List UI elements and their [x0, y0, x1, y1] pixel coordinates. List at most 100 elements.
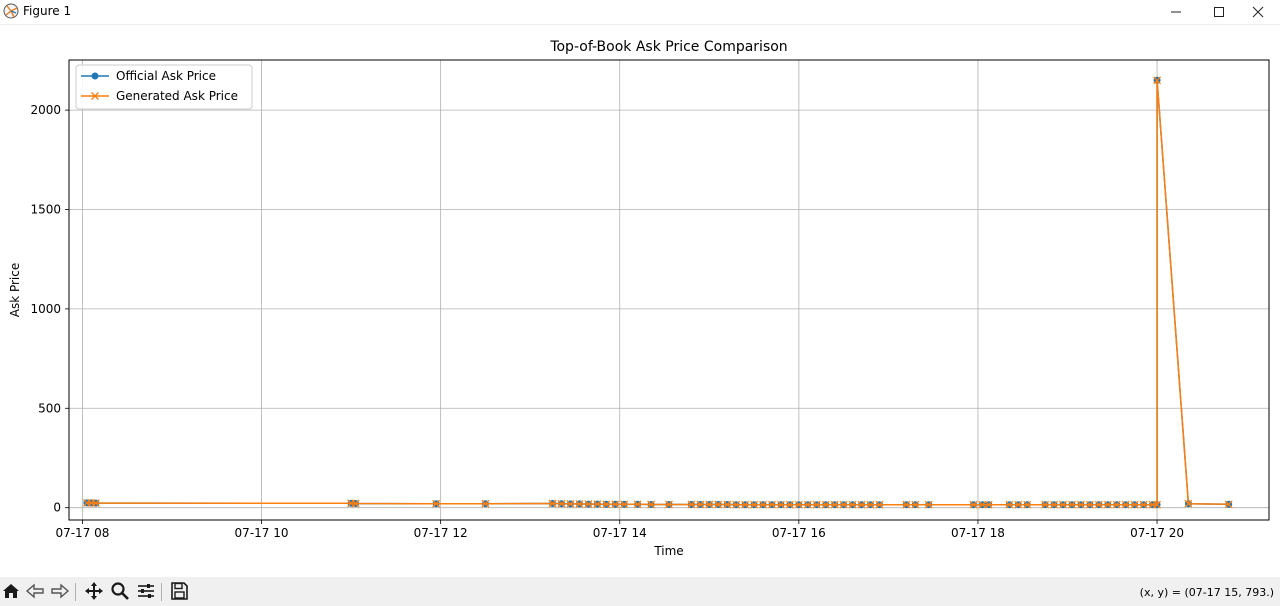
data-point	[785, 500, 794, 509]
data-point	[1112, 500, 1121, 509]
data-point	[759, 500, 767, 509]
minimize-icon	[1170, 6, 1182, 18]
forward-button[interactable]	[49, 582, 71, 604]
maximize-button[interactable]	[1197, 0, 1241, 24]
data-point	[620, 500, 629, 509]
data-point	[1153, 500, 1162, 509]
home-icon	[1, 581, 21, 605]
pan-button[interactable]	[83, 582, 105, 604]
data-point	[575, 499, 584, 508]
data-point	[665, 500, 673, 509]
x-tick-label: 07-17 16	[772, 526, 826, 540]
x-tick-label: 07-17 12	[414, 526, 468, 540]
y-tick-label: 0	[53, 501, 61, 515]
data-point	[812, 500, 821, 509]
data-point	[1050, 500, 1059, 509]
data-point	[1059, 500, 1067, 509]
data-point	[875, 500, 884, 509]
save-button[interactable]	[168, 582, 190, 604]
data-point	[593, 500, 602, 509]
close-button[interactable]	[1236, 0, 1280, 24]
data-point	[696, 500, 705, 509]
window-title: Figure 1	[23, 4, 72, 18]
data-point	[1068, 500, 1076, 509]
maximize-icon	[1213, 6, 1225, 18]
data-point	[432, 499, 441, 508]
data-point	[741, 500, 750, 509]
data-point	[705, 500, 714, 509]
data-point	[732, 500, 741, 509]
data-point	[821, 500, 830, 509]
toolbar-separator	[75, 583, 76, 601]
data-point	[924, 500, 933, 509]
zoom-magnifier-icon	[110, 581, 130, 605]
configure-subplots-button[interactable]	[135, 582, 157, 604]
home-button[interactable]	[0, 582, 22, 604]
data-point	[91, 499, 100, 508]
data-point	[776, 500, 785, 509]
data-point	[1121, 500, 1130, 509]
axis-ticks: 07-17 08 07-17 10 07-17 12 07-17 14 07-17 16…	[30, 103, 1184, 540]
data-point	[602, 500, 611, 509]
data-point	[714, 500, 723, 509]
data-point	[1085, 500, 1094, 509]
data-point	[839, 500, 848, 509]
chart-title: Top-of-Book Ask Price Comparison	[549, 39, 787, 55]
line-chart: 07-17 08 07-17 10 07-17 12 07-17 14 07-17 16…	[8, 39, 1270, 558]
close-icon	[1252, 6, 1264, 18]
grid-lines	[69, 60, 1269, 520]
forward-arrow-icon	[50, 581, 70, 605]
data-point	[1139, 500, 1148, 509]
y-tick-label: 1000	[30, 302, 61, 316]
x-tick-label: 07-17 10	[235, 526, 289, 540]
data-point	[911, 500, 920, 509]
data-point	[866, 500, 875, 509]
toolbar-separator	[161, 583, 162, 601]
axes-frame	[68, 59, 1270, 521]
y-tick-label: 1500	[30, 202, 61, 216]
data-point	[750, 500, 759, 509]
minimize-button[interactable]	[1154, 0, 1198, 24]
data-point	[902, 500, 911, 509]
series-layer	[82, 76, 1233, 509]
back-arrow-icon	[25, 581, 45, 605]
data-point	[969, 500, 978, 509]
data-point	[857, 500, 866, 509]
data-point	[481, 499, 490, 508]
x-tick-label: 07-17 14	[593, 526, 647, 540]
legend-label: Official Ask Price	[116, 69, 216, 83]
x-tick-label: 07-17 08	[55, 526, 109, 540]
data-point	[557, 499, 566, 508]
data-point	[566, 499, 575, 508]
navigation-toolbar: (x, y) = (07-17 15, 793.)	[0, 577, 1280, 606]
matplotlib-icon	[3, 3, 19, 19]
data-point	[1014, 500, 1023, 509]
figure-canvas[interactable]: 07-17 08 07-17 10 07-17 12 07-17 14 07-17 16…	[0, 25, 1280, 577]
data-point	[1184, 499, 1193, 508]
data-point	[1041, 500, 1050, 509]
data-point	[687, 500, 696, 509]
data-point	[1224, 500, 1233, 509]
legend: Official Ask Price Generated Ask Price	[75, 64, 253, 110]
series-line	[86, 80, 1229, 506]
x-tick-label: 07-17 18	[951, 526, 1005, 540]
data-point	[584, 500, 593, 509]
data-point	[611, 500, 620, 509]
data-point	[768, 500, 776, 509]
y-axis-label: Ask Price	[8, 263, 22, 318]
y-tick-label: 2000	[30, 103, 61, 117]
save-floppy-icon	[169, 581, 189, 605]
window-titlebar: Figure 1	[0, 0, 1280, 25]
zoom-button[interactable]	[109, 582, 131, 604]
back-button[interactable]	[24, 582, 46, 604]
data-point	[1094, 500, 1103, 509]
data-point	[1130, 500, 1139, 509]
data-point	[1023, 500, 1032, 509]
data-point	[794, 500, 803, 509]
series-line	[86, 80, 1229, 506]
x-tick-label: 07-17 20	[1130, 526, 1184, 540]
data-point	[351, 499, 360, 508]
data-point	[723, 500, 732, 509]
data-point	[984, 500, 993, 509]
data-point	[830, 500, 839, 509]
